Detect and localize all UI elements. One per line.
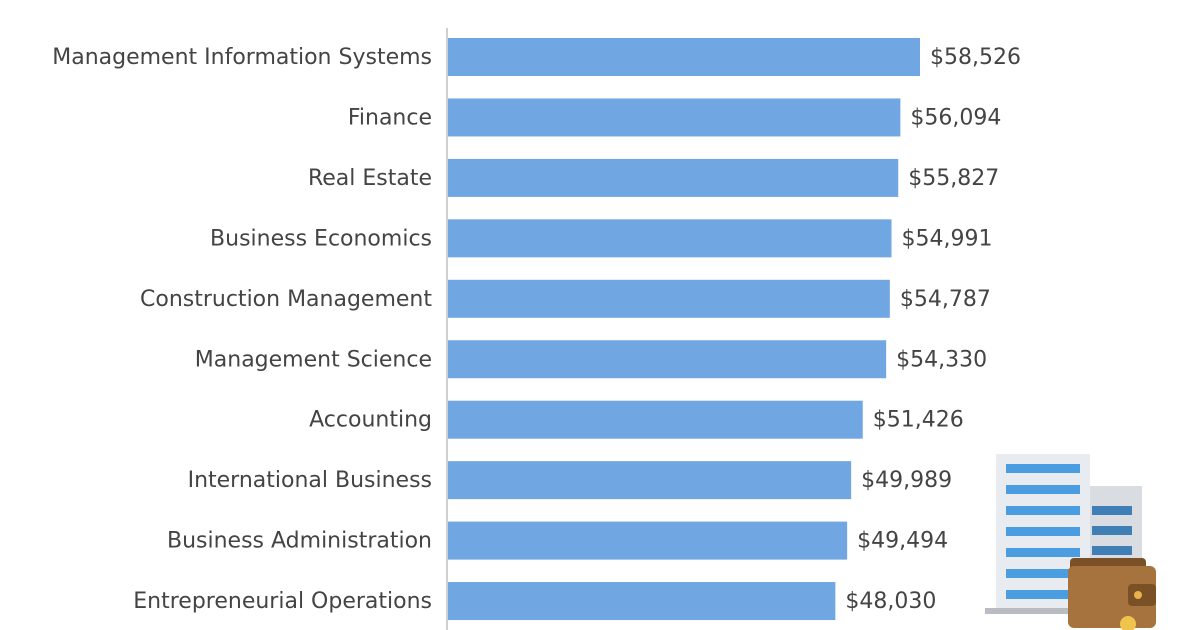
bar bbox=[448, 219, 892, 258]
bar bbox=[448, 98, 901, 137]
value-label: $54,787 bbox=[900, 287, 991, 312]
category-label: Finance bbox=[348, 105, 432, 130]
category-label: Construction Management bbox=[140, 287, 432, 312]
decorative-icon bbox=[985, 454, 1156, 630]
value-label: $55,827 bbox=[908, 166, 999, 191]
value-label: $54,991 bbox=[901, 226, 992, 251]
bar bbox=[448, 461, 852, 500]
bar bbox=[448, 279, 890, 318]
bar bbox=[448, 582, 836, 621]
value-label: $56,094 bbox=[910, 105, 1001, 130]
category-label: Management Information Systems bbox=[52, 45, 432, 70]
value-label: $51,426 bbox=[873, 408, 964, 433]
category-label: Accounting bbox=[309, 408, 432, 433]
bar bbox=[448, 158, 899, 197]
bar bbox=[448, 38, 920, 76]
bar bbox=[448, 340, 887, 379]
value-label: $48,030 bbox=[845, 589, 936, 614]
bar bbox=[448, 521, 848, 560]
category-label: Real Estate bbox=[308, 166, 432, 191]
value-label: $58,526 bbox=[930, 45, 1021, 70]
value-label: $49,989 bbox=[861, 468, 952, 493]
bar bbox=[448, 400, 863, 439]
category-label: Business Administration bbox=[167, 529, 432, 554]
category-label: Management Science bbox=[195, 347, 432, 372]
category-label: International Business bbox=[188, 468, 432, 493]
value-label: $49,494 bbox=[857, 529, 948, 554]
category-label: Business Economics bbox=[210, 226, 432, 251]
value-label: $54,330 bbox=[896, 347, 987, 372]
category-label: Entrepreneurial Operations bbox=[133, 589, 432, 614]
